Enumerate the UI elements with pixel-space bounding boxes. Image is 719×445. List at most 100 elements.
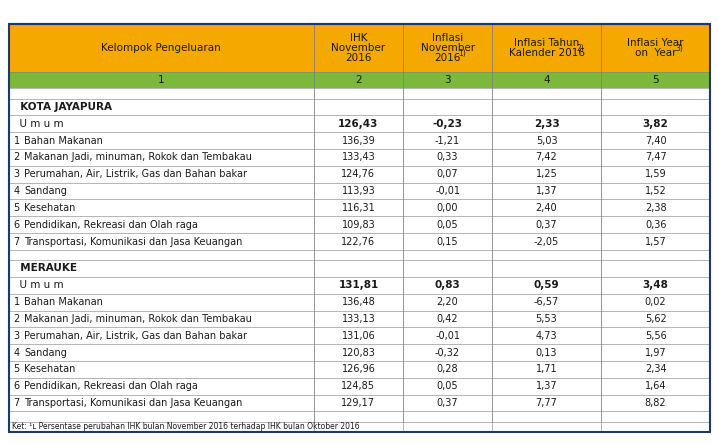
- Text: 1,59: 1,59: [645, 169, 667, 179]
- Text: 126,96: 126,96: [342, 364, 375, 374]
- Text: 2,34: 2,34: [645, 364, 667, 374]
- Text: 133,13: 133,13: [342, 314, 375, 324]
- Text: Kesehatan: Kesehatan: [24, 364, 75, 374]
- Text: 120,83: 120,83: [342, 348, 375, 358]
- Text: 3: 3: [14, 331, 20, 341]
- Bar: [9, 216, 710, 233]
- Text: 2016: 2016: [345, 53, 372, 63]
- Bar: [9, 294, 710, 311]
- Bar: [9, 182, 710, 199]
- Bar: [9, 115, 710, 132]
- Bar: [9, 421, 710, 432]
- Text: -0,32: -0,32: [435, 348, 460, 358]
- Text: 0,02: 0,02: [645, 297, 667, 307]
- Text: 1,57: 1,57: [645, 237, 667, 247]
- Text: 1,71: 1,71: [536, 364, 557, 374]
- Text: -0,23: -0,23: [433, 119, 462, 129]
- Text: 0,05: 0,05: [436, 381, 459, 391]
- Text: 0,13: 0,13: [536, 348, 557, 358]
- Text: U m u m: U m u m: [13, 119, 63, 129]
- Bar: [9, 412, 710, 421]
- Text: IHK: IHK: [349, 33, 367, 43]
- Text: November: November: [331, 43, 385, 53]
- Bar: [9, 250, 710, 260]
- Text: 7: 7: [14, 398, 20, 408]
- Text: -0,01: -0,01: [435, 331, 460, 341]
- Bar: [9, 24, 710, 72]
- Text: Inflasi: Inflasi: [432, 33, 463, 43]
- Text: KOTA JAYAPURA: KOTA JAYAPURA: [13, 102, 112, 112]
- Text: 0,37: 0,37: [536, 220, 557, 230]
- Text: 131,81: 131,81: [339, 280, 379, 290]
- Text: -2,05: -2,05: [534, 237, 559, 247]
- Text: Inflasi Tahun: Inflasi Tahun: [514, 38, 579, 48]
- Text: U m u m: U m u m: [13, 280, 63, 290]
- Text: Ket: ¹ʟ Persentase perubahan IHK bulan November 2016 terhadap IHK bulan Oktober : Ket: ¹ʟ Persentase perubahan IHK bulan N…: [12, 422, 360, 431]
- Text: 0,33: 0,33: [437, 152, 458, 162]
- Text: 0,36: 0,36: [645, 220, 667, 230]
- Text: 1): 1): [458, 49, 466, 58]
- Text: MERAUKE: MERAUKE: [13, 263, 77, 273]
- Text: 5,56: 5,56: [645, 331, 667, 341]
- Text: Sandang: Sandang: [24, 186, 68, 196]
- Bar: [9, 233, 710, 250]
- Text: 129,17: 129,17: [342, 398, 375, 408]
- Bar: [9, 260, 710, 277]
- Text: 122,76: 122,76: [342, 237, 375, 247]
- Text: 0,37: 0,37: [436, 398, 459, 408]
- Text: Makanan Jadi, minuman, Rokok dan Tembakau: Makanan Jadi, minuman, Rokok dan Tembaka…: [24, 314, 252, 324]
- Text: 109,83: 109,83: [342, 220, 375, 230]
- Text: 2: 2: [355, 75, 362, 85]
- Text: 7,40: 7,40: [645, 136, 667, 146]
- Text: Perumahan, Air, Listrik, Gas dan Bahan bakar: Perumahan, Air, Listrik, Gas dan Bahan b…: [24, 169, 247, 179]
- Text: 3: 3: [14, 169, 20, 179]
- Text: Inflasi Year: Inflasi Year: [628, 38, 684, 48]
- Text: 113,93: 113,93: [342, 186, 375, 196]
- Bar: [9, 344, 710, 361]
- Text: Bahan Makanan: Bahan Makanan: [24, 297, 104, 307]
- Text: 3: 3: [444, 75, 451, 85]
- Text: 5: 5: [14, 364, 20, 374]
- Text: 2: 2: [14, 152, 20, 162]
- Text: on  Year: on Year: [635, 48, 677, 58]
- Text: 5: 5: [652, 75, 659, 85]
- Text: 7: 7: [14, 237, 20, 247]
- Text: 0,42: 0,42: [436, 314, 459, 324]
- Text: 124,85: 124,85: [342, 381, 375, 391]
- Text: 1,97: 1,97: [645, 348, 667, 358]
- Text: 4,73: 4,73: [536, 331, 557, 341]
- Text: 0,00: 0,00: [437, 203, 458, 213]
- Text: 2: 2: [14, 314, 20, 324]
- Bar: [9, 378, 710, 395]
- Text: 0,05: 0,05: [436, 220, 459, 230]
- Bar: [9, 89, 710, 98]
- Text: 1,52: 1,52: [645, 186, 667, 196]
- Text: 131,06: 131,06: [342, 331, 375, 341]
- Text: 3,48: 3,48: [643, 280, 669, 290]
- Text: 2,40: 2,40: [536, 203, 557, 213]
- Text: 1: 1: [14, 297, 20, 307]
- Text: 126,43: 126,43: [338, 119, 379, 129]
- Text: 5,53: 5,53: [536, 314, 557, 324]
- Text: 0,15: 0,15: [436, 237, 459, 247]
- Text: 4: 4: [14, 348, 20, 358]
- Text: -6,57: -6,57: [534, 297, 559, 307]
- Text: Kalender 2016: Kalender 2016: [508, 48, 585, 58]
- Text: 124,76: 124,76: [342, 169, 375, 179]
- Text: 0,07: 0,07: [436, 169, 459, 179]
- Bar: [9, 277, 710, 294]
- Text: Pendidikan, Rekreasi dan Olah raga: Pendidikan, Rekreasi dan Olah raga: [24, 381, 198, 391]
- Text: 0,59: 0,59: [533, 280, 559, 290]
- Text: 2,33: 2,33: [533, 119, 559, 129]
- Text: 6: 6: [14, 220, 20, 230]
- Text: 7,42: 7,42: [536, 152, 557, 162]
- Bar: [9, 199, 710, 216]
- Bar: [9, 132, 710, 149]
- Text: 4: 4: [543, 75, 550, 85]
- Text: 6: 6: [14, 381, 20, 391]
- Text: Transportasi, Komunikasi dan Jasa Keuangan: Transportasi, Komunikasi dan Jasa Keuang…: [24, 398, 243, 408]
- Text: 1,37: 1,37: [536, 381, 557, 391]
- Text: 5: 5: [14, 203, 20, 213]
- Bar: [9, 395, 710, 412]
- Text: 136,48: 136,48: [342, 297, 375, 307]
